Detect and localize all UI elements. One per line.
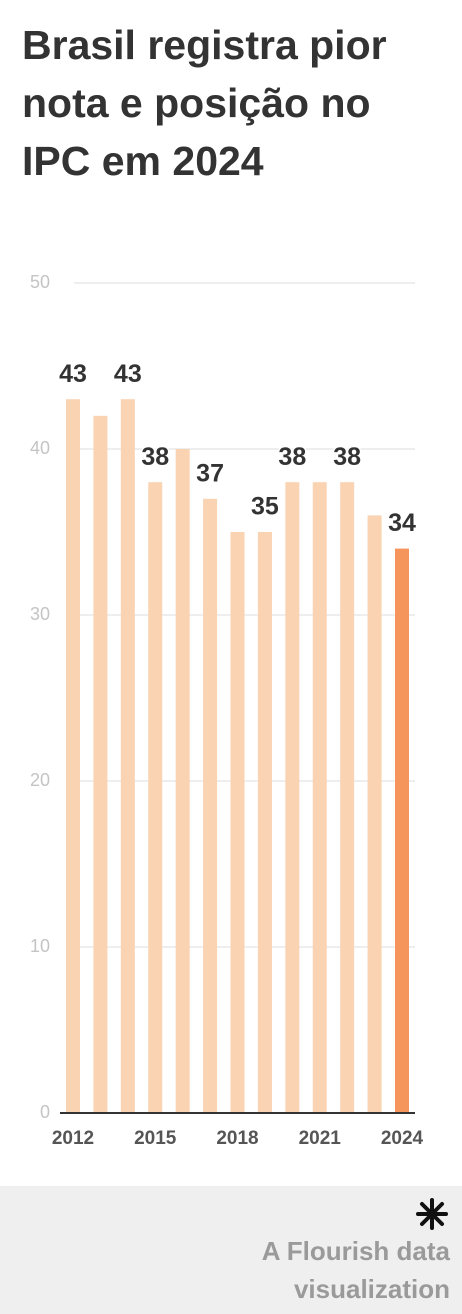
x-tick-label: 2018: [216, 1128, 258, 1149]
y-tick-label: 30: [30, 604, 50, 624]
bar: [257, 532, 272, 1113]
data-label: 34: [388, 509, 416, 537]
data-label: 37: [196, 459, 224, 487]
x-tick-label: 2015: [134, 1128, 177, 1149]
bar: [340, 482, 355, 1113]
y-tick-label: 50: [30, 272, 50, 292]
bar: [66, 399, 80, 1113]
bar: [312, 482, 327, 1113]
bar: [148, 482, 163, 1113]
data-label: 43: [59, 360, 87, 388]
bar: [367, 515, 382, 1113]
bar: [230, 532, 245, 1113]
data-label: 43: [114, 360, 142, 388]
bar: [93, 415, 108, 1113]
x-tick-label: 2024: [381, 1128, 424, 1149]
bar: [395, 548, 409, 1113]
logo: [416, 1198, 448, 1230]
y-tick-label: 40: [30, 438, 50, 458]
bar: [203, 498, 218, 1113]
data-label: 38: [278, 443, 306, 471]
chart-title: Brasil registra pior nota e posição no I…: [22, 22, 387, 184]
data-label: 35: [251, 493, 279, 521]
bar: [175, 449, 190, 1113]
x-tick-label: 2012: [52, 1128, 94, 1149]
y-tick-label: 0: [40, 1102, 50, 1122]
chart: 0 10 20 30 40 50 2012 43 43 2015 38 37 2018 35 38 2021 3…: [30, 272, 424, 1149]
bar: [120, 399, 135, 1113]
y-tick-label: 10: [30, 936, 50, 956]
bar: [285, 482, 300, 1113]
data-label: 38: [141, 443, 169, 471]
footer: A Flourish data visualization: [0, 1186, 462, 1314]
data-label: 38: [333, 443, 361, 471]
credit: A Flourish data visualization: [261, 1236, 450, 1304]
y-tick-label: 20: [30, 770, 50, 790]
x-tick-label: 2021: [299, 1128, 342, 1149]
